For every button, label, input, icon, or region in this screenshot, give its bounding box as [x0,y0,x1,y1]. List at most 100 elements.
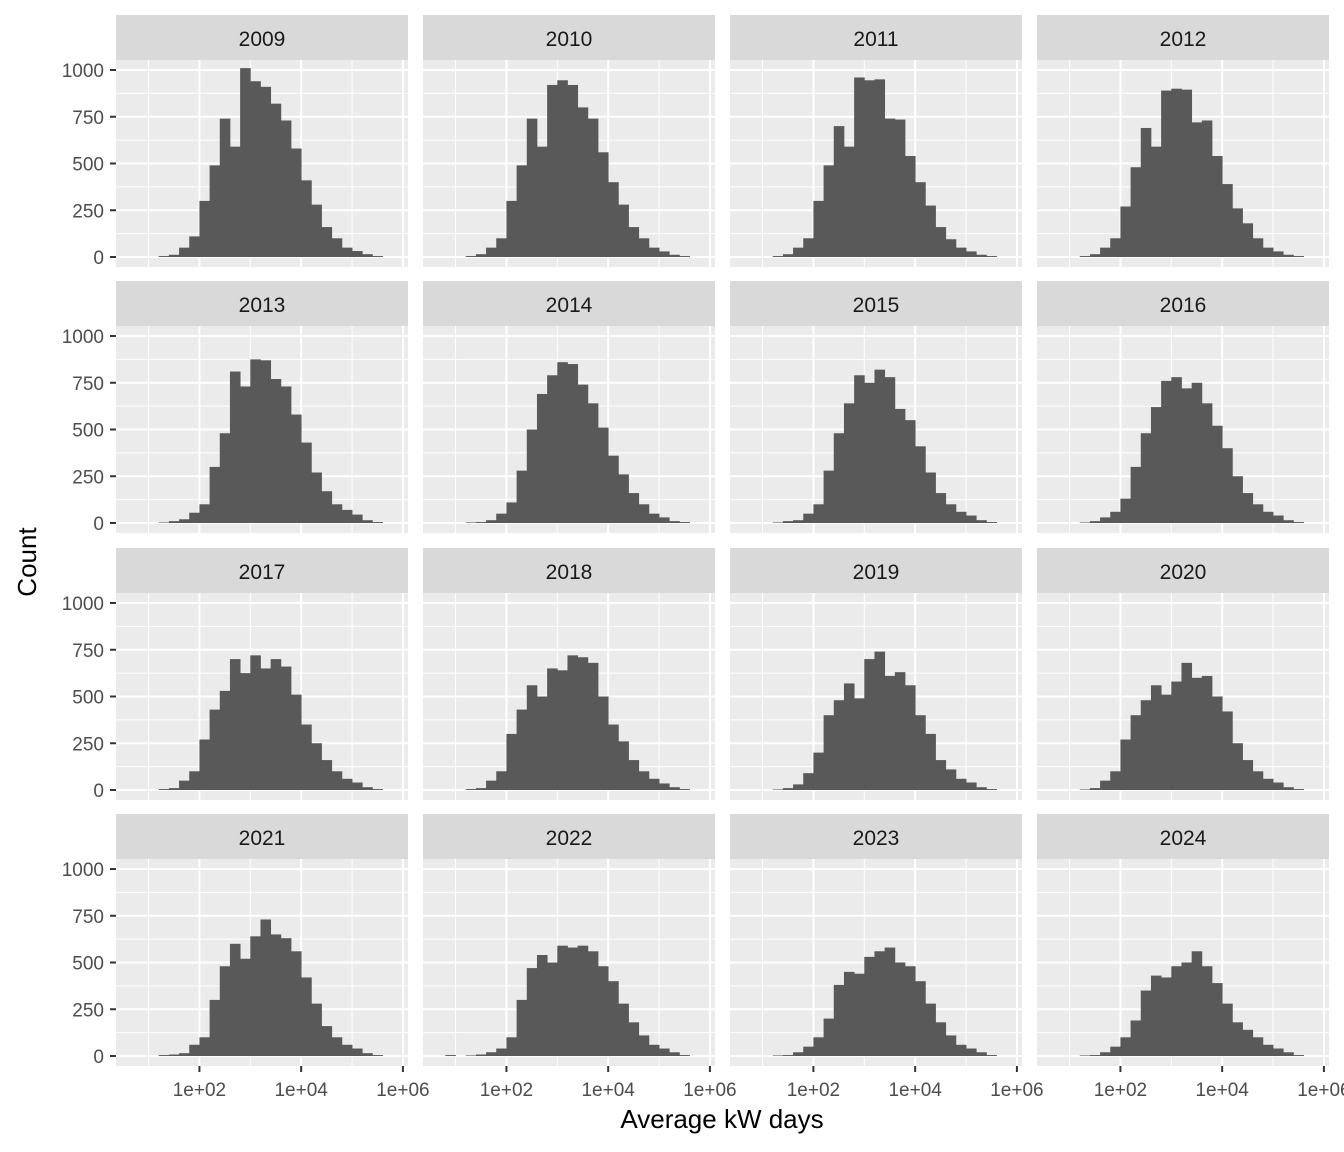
histogram-bar [486,780,497,790]
x-tick-label: 1e+02 [787,1080,840,1101]
histogram-bar [331,1037,343,1056]
facet-strip-label: 2012 [1160,28,1207,51]
histogram-bar [179,519,190,523]
histogram-bar [219,118,231,258]
histogram-bar [158,522,170,523]
histogram-bar [679,1055,690,1056]
histogram-bar [445,1055,456,1056]
histogram-bar [1089,1055,1101,1056]
histogram-bar [772,256,784,257]
histogram-bar [1232,476,1243,523]
histogram-bar [793,784,804,790]
histogram-bar [598,427,609,523]
histogram-bar [475,788,487,790]
histogram-bar [189,236,200,257]
histogram-bar [199,739,210,790]
histogram-bar [976,254,987,257]
histogram-bar [168,521,180,523]
histogram-bar [1171,88,1182,257]
histogram-bar [618,474,629,523]
facet-strip [423,548,715,593]
histogram-bar [874,369,886,523]
facet-panels: 2009 2010 2011 2012 2013 2014 2015 2016 2017 2018… [116,15,1329,1066]
histogram-bar [1222,184,1233,257]
facet-panel-2012: 2012 [1037,15,1329,267]
histogram-bar [618,741,629,790]
histogram-bar [189,771,200,790]
histogram-bar [1150,975,1162,1056]
y-tick-label: 500 [72,954,104,975]
y-tick-label: 250 [72,201,104,222]
histogram-bar [772,789,784,790]
facet-panel-2010: 2010 [423,15,715,267]
histogram-bar [486,247,497,257]
histogram-bar [925,472,936,523]
y-tick-label: 500 [72,688,104,709]
histogram-bar [301,180,312,257]
facet-strip-label: 2021 [239,827,286,850]
histogram-bar [915,715,926,790]
histogram-bar [321,760,333,790]
histogram-bar [280,938,292,1056]
histogram-bar [567,84,579,258]
histogram-bar [935,227,947,257]
histogram-bar [577,107,589,258]
histogram-bar [955,511,967,523]
histogram-bar [986,256,997,257]
histogram-bar [496,513,507,523]
histogram-bar [557,670,568,790]
histogram-bar [311,472,322,523]
histogram-bar [935,760,947,790]
histogram-bar [577,384,589,523]
histogram-bar [966,782,977,790]
y-tick-label: 750 [72,374,104,395]
histogram-bar [291,951,302,1056]
facet-panel-2016: 2016 [1037,281,1329,533]
x-tick-label: 1e+02 [1094,1080,1147,1101]
histogram-bar [894,672,906,790]
histogram-bar [1252,238,1264,257]
histogram-bar [1110,238,1121,257]
histogram-bar [1283,787,1294,790]
histogram-bar [638,771,650,790]
y-axis-title: Count [12,527,42,597]
histogram-bar [209,709,221,790]
histogram-bar [608,182,619,257]
histogram-bar [219,690,231,790]
histogram-bar [1242,1029,1254,1056]
x-axis-title: Average kW days [620,1104,823,1134]
histogram-bar [270,659,282,790]
histogram-bar [793,520,804,523]
histogram-bar [1161,694,1172,790]
histogram-bar [321,1026,333,1056]
histogram-bar [240,68,251,257]
histogram-bar [547,668,558,790]
histogram-bar [966,1048,977,1056]
histogram-bar [341,778,353,790]
histogram-bar [229,371,241,523]
histogram-bar [833,433,845,523]
histogram-bar [638,238,650,257]
histogram-bar [1181,89,1193,257]
histogram-bar [352,514,363,523]
facet-strip-label: 2024 [1160,827,1207,850]
histogram-bar [782,254,794,257]
histogram-bar [1130,715,1142,790]
histogram-bar [506,502,517,523]
histogram-bar [1150,146,1162,257]
histogram-bar [516,470,528,523]
histogram-bar [598,152,609,257]
histogram-bar [648,513,660,523]
histogram-bar [823,165,835,257]
x-tick-label: 1e+06 [683,1080,736,1101]
histogram-bar [986,522,997,523]
y-tick-label: 0 [93,781,104,802]
histogram-bar [894,962,906,1056]
facet-strip-label: 2018 [546,561,593,584]
facet-strip [116,814,408,859]
histogram-bar [1191,951,1203,1056]
histogram-bar [628,760,640,790]
histogram-bar [843,683,855,790]
histogram-bar [925,733,936,790]
histogram-bar [352,1048,363,1056]
